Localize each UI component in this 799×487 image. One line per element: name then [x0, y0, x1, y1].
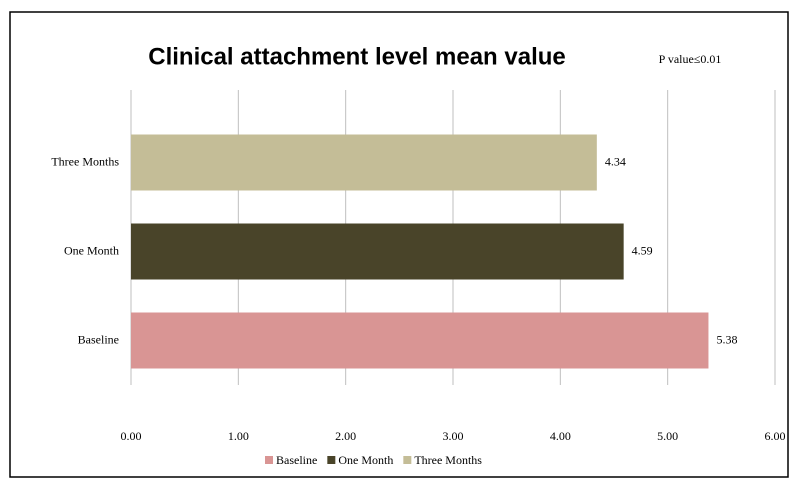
- chart-title: Clinical attachment level mean value: [148, 43, 566, 70]
- legend-label: One Month: [338, 453, 393, 467]
- y-tick-label: One Month: [64, 243, 119, 257]
- legend-label: Baseline: [276, 453, 317, 467]
- x-tick-label: 3.00: [443, 429, 464, 443]
- bar: [131, 223, 624, 280]
- x-tick-label: 6.00: [765, 429, 786, 443]
- bar: [131, 312, 709, 369]
- legend-swatch: [403, 456, 412, 464]
- legend-swatch: [265, 456, 273, 464]
- value-label: 5.38: [716, 332, 737, 346]
- value-label: 4.59: [632, 243, 653, 257]
- value-label: 4.34: [605, 154, 626, 168]
- x-tick-label: 0.00: [121, 429, 142, 443]
- x-tick-label: 5.00: [657, 429, 678, 443]
- x-tick-label: 4.00: [550, 429, 571, 443]
- x-tick-label: 2.00: [335, 429, 356, 443]
- legend-label: Three Months: [414, 453, 482, 467]
- legend-swatch: [327, 456, 336, 464]
- y-tick-label: Three Months: [51, 154, 119, 168]
- annotation: P value≤0.01: [659, 52, 722, 66]
- bar: [131, 134, 597, 191]
- y-tick-label: Baseline: [78, 332, 119, 346]
- x-tick-label: 1.00: [228, 429, 249, 443]
